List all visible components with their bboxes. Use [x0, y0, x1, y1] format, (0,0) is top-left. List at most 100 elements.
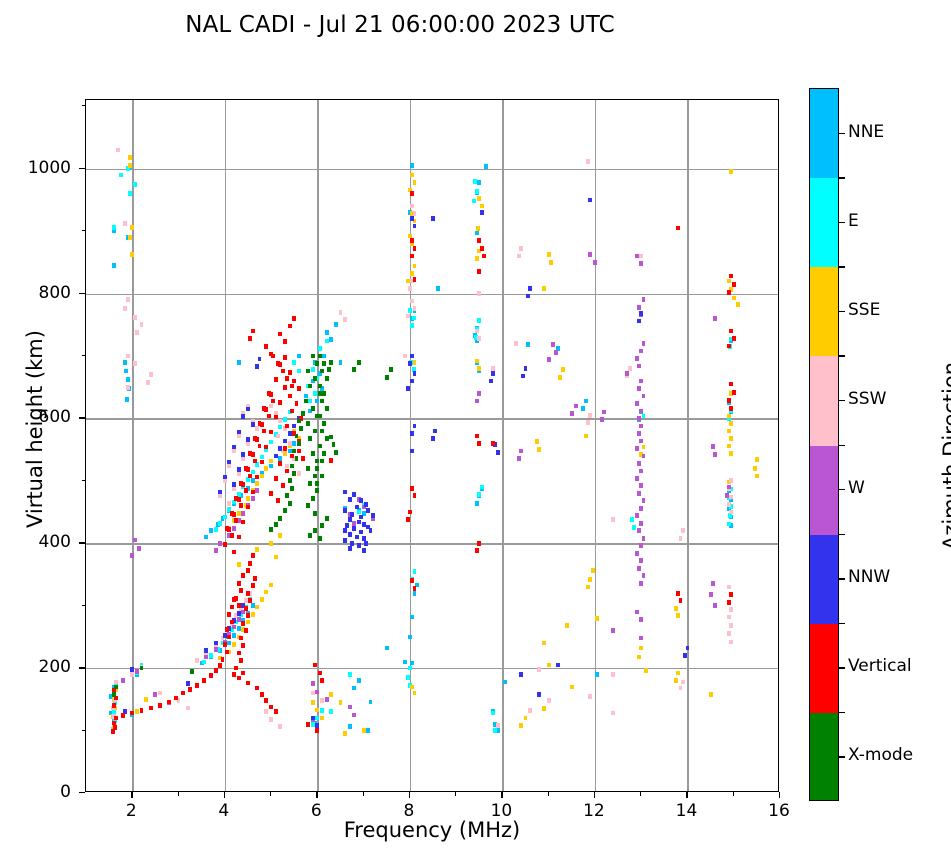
echo-marker: [521, 373, 526, 379]
echo-marker: [555, 662, 560, 668]
echo-marker: [232, 618, 236, 624]
echo-marker: [241, 627, 246, 632]
echo-marker: [324, 406, 329, 411]
echo-marker: [595, 672, 600, 677]
echo-marker: [333, 322, 338, 328]
echo-marker: [227, 625, 232, 631]
echo-marker: [310, 721, 315, 727]
echo-marker: [276, 498, 280, 504]
echo-marker: [708, 692, 713, 697]
colorbar[interactable]: [809, 88, 839, 801]
echo-marker: [273, 475, 278, 481]
colorbar-band-vertical[interactable]: [810, 623, 838, 714]
echo-marker: [299, 426, 304, 431]
echo-marker: [236, 617, 241, 622]
echo-marker: [285, 376, 290, 381]
echo-marker: [639, 253, 644, 259]
echo-marker: [516, 456, 521, 461]
echo-marker: [236, 580, 241, 586]
echo-marker: [625, 373, 630, 379]
echo-marker: [229, 533, 234, 539]
colorbar-tick: [839, 310, 845, 313]
colorbar-band-w[interactable]: [810, 445, 838, 536]
echo-marker: [361, 535, 366, 541]
echo-marker: [225, 634, 230, 640]
echo-marker: [227, 459, 232, 465]
colorbar-band-ssw[interactable]: [810, 356, 838, 447]
y-tick: [79, 792, 85, 794]
echo-marker: [144, 697, 149, 702]
echo-marker: [477, 248, 482, 254]
echo-marker: [729, 451, 734, 456]
echo-marker: [412, 180, 417, 185]
echo-marker: [710, 444, 715, 449]
echo-marker: [639, 378, 644, 384]
echo-marker: [542, 286, 546, 291]
echo-marker: [636, 416, 641, 421]
colorbar-band-e[interactable]: [810, 178, 838, 268]
echo-marker: [114, 687, 119, 693]
echo-marker: [588, 577, 593, 582]
echo-marker: [481, 253, 486, 259]
echo-marker: [338, 359, 343, 365]
echo-marker: [308, 398, 313, 404]
echo-marker: [354, 504, 359, 510]
echo-marker: [477, 180, 482, 185]
echo-marker: [313, 528, 317, 534]
gridline-vertical: [224, 100, 227, 791]
echo-marker: [588, 693, 593, 699]
echo-marker: [315, 480, 320, 486]
plot-area: [85, 99, 779, 792]
echo-marker: [234, 595, 239, 601]
echo-marker: [518, 246, 523, 251]
echo-marker: [477, 441, 482, 446]
echo-marker: [264, 444, 269, 450]
echo-marker: [639, 483, 644, 489]
echo-marker: [357, 678, 361, 683]
echo-marker: [474, 433, 479, 439]
gridline-horizontal: [86, 418, 778, 420]
echo-marker: [303, 393, 308, 399]
echo-marker: [412, 569, 417, 574]
colorbar-label: Azimuth Direction: [939, 361, 951, 551]
echo-marker: [322, 353, 327, 359]
echo-marker: [407, 509, 412, 515]
colorbar-band-sse[interactable]: [810, 267, 838, 357]
echo-marker: [125, 384, 130, 390]
colorbar-band-nne[interactable]: [810, 89, 838, 179]
echo-marker: [319, 428, 324, 434]
echo-marker: [683, 653, 688, 658]
colorbar-band-x-mode[interactable]: [810, 712, 838, 800]
echo-marker: [124, 397, 129, 402]
gridline-vertical: [594, 100, 597, 791]
x-tick: [501, 792, 503, 798]
echo-marker: [708, 592, 713, 597]
echo-marker: [296, 471, 301, 476]
echo-marker: [113, 705, 118, 711]
echo-marker: [250, 469, 255, 475]
echo-marker: [306, 503, 311, 509]
echo-marker: [315, 458, 320, 464]
echo-marker: [255, 474, 260, 480]
echo-marker: [639, 438, 644, 444]
echo-marker: [266, 391, 271, 396]
echo-marker: [345, 523, 350, 529]
echo-marker: [287, 369, 292, 375]
x-tick-label: 10: [490, 801, 513, 821]
echo-marker: [303, 398, 308, 404]
echo-marker: [611, 628, 616, 633]
echo-marker: [222, 633, 227, 638]
echo-marker: [347, 723, 352, 729]
colorbar-band-nnw[interactable]: [810, 534, 838, 625]
echo-marker: [412, 211, 417, 216]
echo-marker: [343, 489, 348, 495]
echo-marker: [280, 483, 285, 489]
echo-marker: [273, 554, 278, 560]
colorbar-label-w: W: [848, 478, 865, 499]
x-tick-label: 12: [583, 801, 605, 821]
echo-marker: [310, 681, 315, 687]
echo-marker: [308, 436, 313, 441]
echo-marker: [241, 456, 246, 461]
echo-marker: [729, 406, 734, 411]
